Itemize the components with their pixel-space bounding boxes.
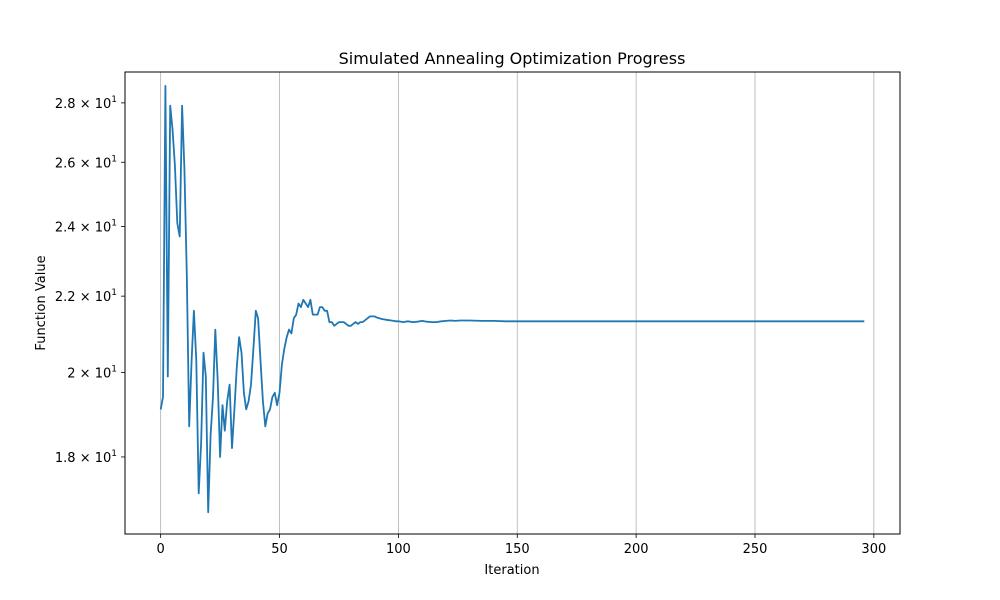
y-tick-label-4: 2.6 × 101 xyxy=(55,154,117,171)
y-tick-label-0: 1.8 × 101 xyxy=(55,449,117,466)
x-tick-label-4: 200 xyxy=(624,542,649,557)
y-tick-label-3: 2.4 × 101 xyxy=(55,218,117,235)
y-axis-label: Function Value xyxy=(34,255,49,350)
x-tick-label-3: 150 xyxy=(505,542,530,557)
x-tick-label-2: 100 xyxy=(386,542,411,557)
y-tick-label-5: 2.8 × 101 xyxy=(55,95,117,112)
plot-frame xyxy=(124,71,901,535)
chart-title: Simulated Annealing Optimization Progres… xyxy=(339,49,686,68)
grid-layer xyxy=(160,72,875,534)
y-tick-label-2: 2.2 × 101 xyxy=(55,288,117,305)
x-axis-label: Iteration xyxy=(484,563,539,578)
y-ticks: 1.8 × 101 2 × 101 2.2 × 101 2.4 × 101 2.6 × … xyxy=(55,95,125,466)
series-line-0 xyxy=(159,85,865,514)
x-tick-label-1: 50 xyxy=(271,542,288,557)
x-ticks: 0 50 100 150 200 250 300 xyxy=(157,534,886,557)
y-tick-label-1: 2 × 101 xyxy=(67,365,117,382)
x-tick-label-0: 0 xyxy=(157,542,165,557)
x-tick-label-6: 300 xyxy=(861,542,886,557)
line-layer xyxy=(159,85,865,514)
x-tick-label-5: 250 xyxy=(743,542,768,557)
